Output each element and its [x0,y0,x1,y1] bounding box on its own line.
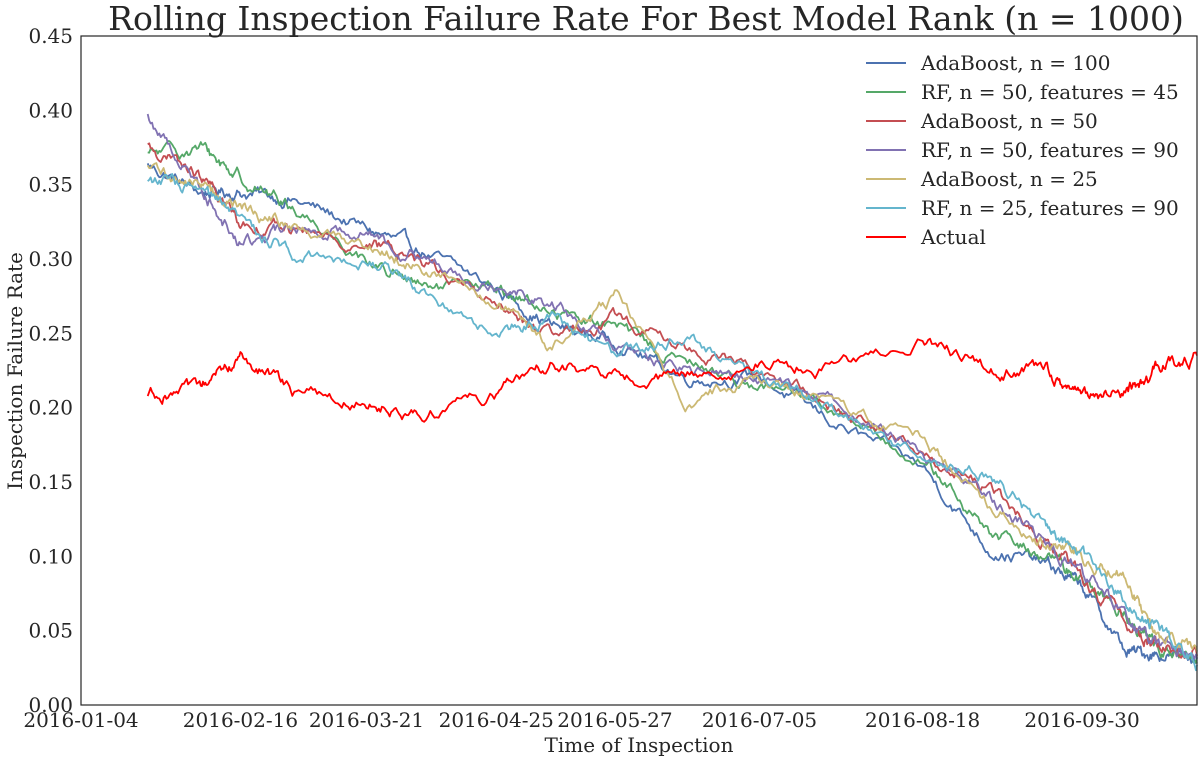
x-tick-label: 2016-03-21 [309,708,424,732]
y-tick-label: 0.45 [28,24,73,48]
x-axis-label: Time of Inspection [545,733,734,757]
legend-entry: RF, n = 25, features = 90 [921,196,1179,220]
legend-entry: RF, n = 50, features = 45 [921,80,1179,104]
x-tick-label: 2016-08-18 [865,708,980,732]
x-tick-label: 2016-04-25 [439,708,554,732]
legend-entry: AdaBoost, n = 100 [920,51,1111,75]
legend-entry: RF, n = 50, features = 90 [921,138,1179,162]
legend: AdaBoost, n = 100 RF, n = 50, features = … [866,51,1179,249]
x-tick-label: 2016-07-05 [702,708,817,732]
y-tick-label: 0.35 [28,173,73,197]
plot-lines [146,113,1198,672]
legend-entry: AdaBoost, n = 25 [920,167,1098,191]
x-tick-label: 2016-02-16 [183,708,298,732]
y-tick-label: 0.00 [28,693,73,717]
legend-entry: AdaBoost, n = 50 [920,109,1098,133]
y-tick-label: 0.10 [28,544,73,568]
x-axis-ticks: 2016-01-04 2016-02-16 2016-03-21 2016-04-25… [23,708,1139,732]
series-line [146,163,1198,664]
x-tick-label: 2016-01-04 [23,708,138,732]
x-tick-label: 2016-05-27 [557,708,672,732]
y-axis-label: Inspection Failure Rate [3,252,27,490]
y-tick-label: 0.30 [28,247,73,271]
series-line [146,162,1198,652]
chart-title: Rolling Inspection Failure Rate For Best… [108,0,1184,38]
y-tick-label: 0.15 [28,470,73,494]
legend-entry: Actual [920,225,986,249]
plot-frame [80,35,1198,706]
y-tick-label: 0.05 [28,619,73,643]
y-tick-label: 0.20 [28,396,73,420]
x-tick-label: 2016-09-30 [1024,708,1139,732]
y-tick-label: 0.40 [28,98,73,122]
series-line [146,337,1198,423]
y-axis-ticks: 0.00 0.05 0.10 0.15 0.20 0.25 0.30 0.35 0.40 0.45 [28,24,73,717]
y-tick-label: 0.25 [28,321,73,345]
series-line [147,142,1198,660]
series-line [147,173,1198,672]
